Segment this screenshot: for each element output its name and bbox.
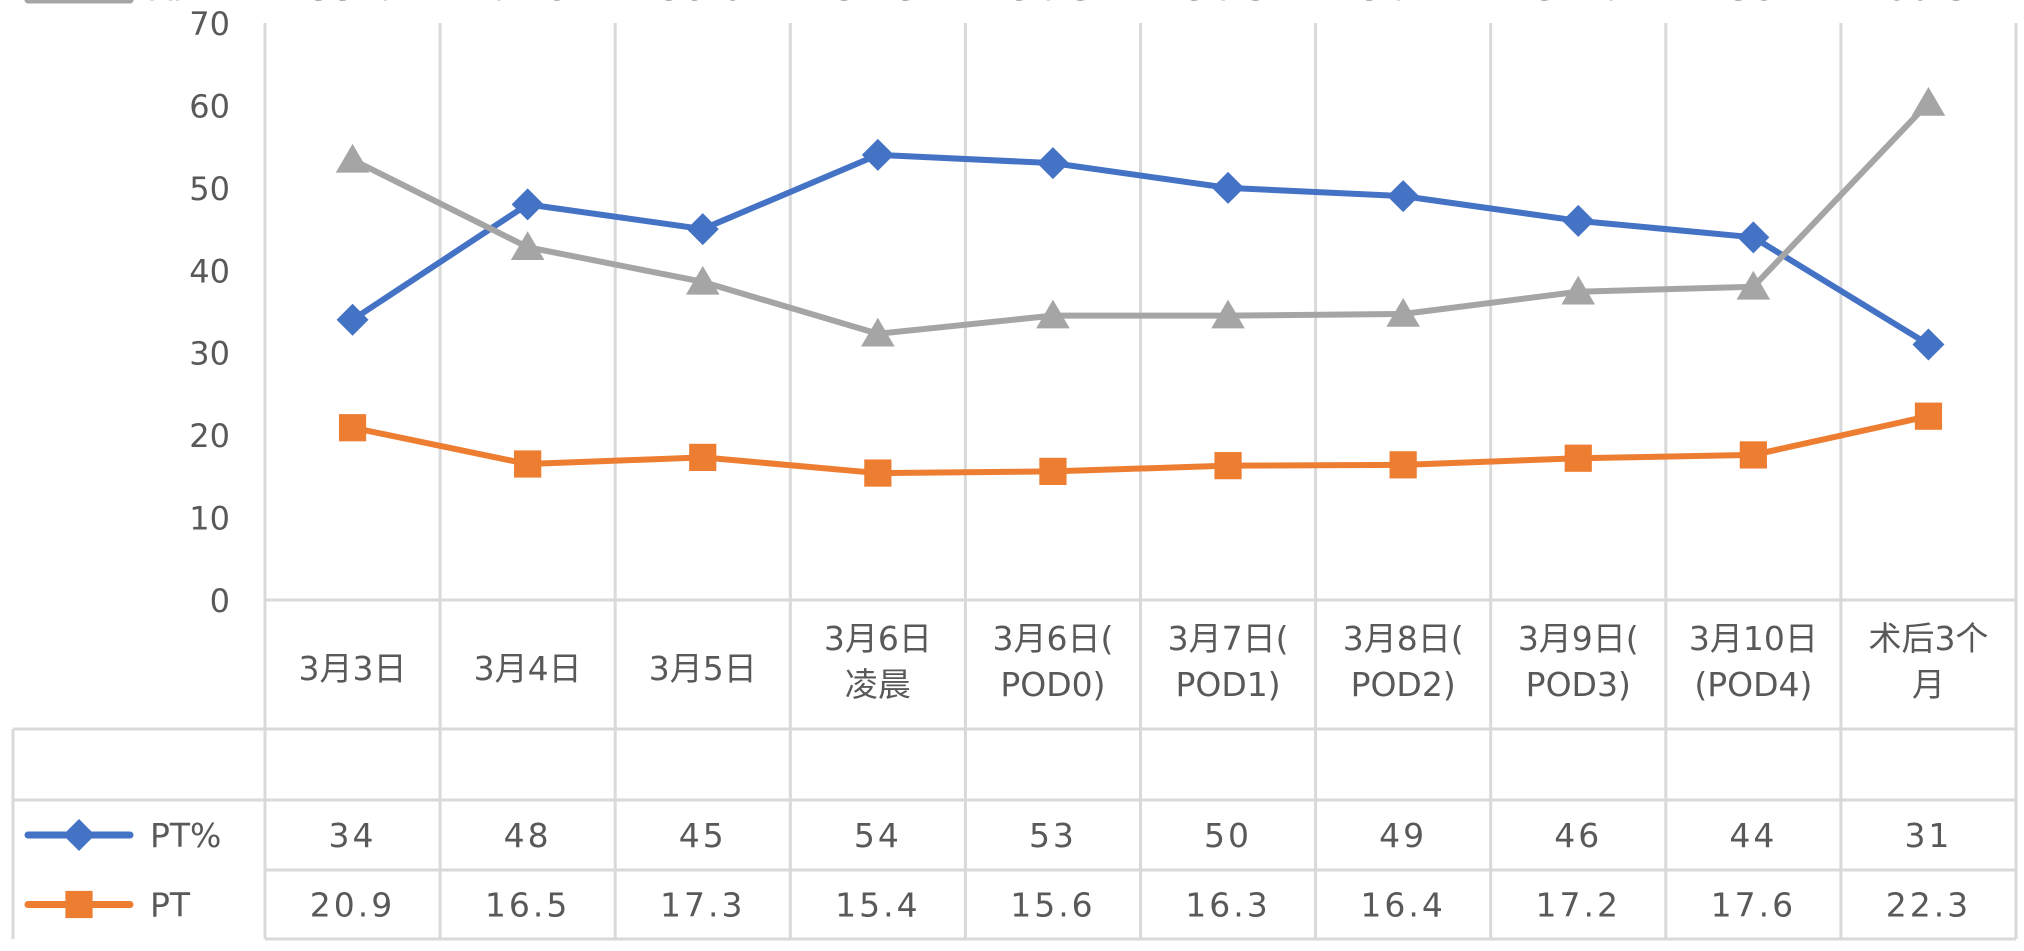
data-point-diamond xyxy=(686,213,719,246)
data-table-value: 53.4 xyxy=(310,0,395,8)
data-point-triangle xyxy=(1211,299,1245,329)
data-table-value: 22.3 xyxy=(1886,886,1971,925)
data-point-square xyxy=(1389,451,1417,479)
data-table-value: 17.2 xyxy=(1536,886,1621,925)
data-point-triangle xyxy=(685,265,720,295)
data-table-value: 32.3 xyxy=(835,0,920,8)
x-category-label: 3月10日 xyxy=(1689,619,1818,658)
data-point-triangle xyxy=(1911,86,1946,116)
x-category-label: POD1) xyxy=(1175,665,1280,704)
legend-series-name: APTT xyxy=(150,0,233,8)
data-table-value: 38.6 xyxy=(660,0,745,8)
x-category-label: 月 xyxy=(1912,665,1945,704)
data-point-diamond xyxy=(511,188,544,221)
data-table-value: 34.5 xyxy=(1010,0,1095,8)
x-category-label: (POD4) xyxy=(1694,665,1812,704)
y-tick-label: 0 xyxy=(210,582,230,620)
data-table-value: 44 xyxy=(1729,816,1777,855)
y-tick-label: 50 xyxy=(189,170,230,208)
y-tick-label: 30 xyxy=(189,335,230,373)
data-point-triangle xyxy=(1036,299,1070,329)
x-category-label: POD0) xyxy=(1000,665,1105,704)
data-point-square xyxy=(1739,441,1767,469)
data-point-square xyxy=(689,443,717,471)
series-line-PT xyxy=(351,413,1930,477)
data-table-value: 37.4 xyxy=(1536,0,1621,8)
data-table-value: 16.3 xyxy=(1185,886,1270,925)
legend-diamond-icon xyxy=(63,819,95,851)
data-table-value: 34 xyxy=(329,816,377,855)
x-category-label: 3月6日 xyxy=(824,619,932,658)
data-table-value: 38 xyxy=(1729,0,1777,8)
x-category-label: POD3) xyxy=(1526,665,1631,704)
data-table-value: 49 xyxy=(1379,816,1427,855)
data-table-value: 31 xyxy=(1904,816,1952,855)
x-category-label: 3月3日 xyxy=(299,649,407,688)
series-line-PT% xyxy=(350,151,1931,348)
data-table-value: 34.7 xyxy=(1360,0,1445,8)
data-table-value: 50 xyxy=(1204,816,1252,855)
data-table-value: 16.4 xyxy=(1360,886,1445,925)
data-point-square xyxy=(338,414,367,442)
data-point-diamond xyxy=(1387,180,1420,213)
y-tick-label: 40 xyxy=(189,252,230,290)
data-table-value: 46 xyxy=(1554,816,1602,855)
data-table-value: 17.3 xyxy=(660,886,745,925)
data-point-diamond xyxy=(336,303,369,336)
x-category-label: 3月8日( xyxy=(1343,619,1464,658)
data-table-value: 54 xyxy=(854,816,902,855)
data-point-diamond xyxy=(1912,328,1945,361)
data-table-value: 15.6 xyxy=(1010,886,1095,925)
data-point-diamond xyxy=(861,138,894,171)
data-table-value: 15.4 xyxy=(835,886,920,925)
x-category-label: POD2) xyxy=(1351,665,1456,704)
y-tick-label: 60 xyxy=(189,87,230,125)
x-category-label: 3月5日 xyxy=(649,649,757,688)
data-point-triangle xyxy=(1386,297,1420,327)
data-point-diamond xyxy=(1737,221,1770,254)
data-table-value: 53 xyxy=(1029,816,1077,855)
x-category-label: 术后3个 xyxy=(1868,619,1988,658)
data-table-value: 60.3 xyxy=(1886,0,1971,8)
legend-series-name: PT xyxy=(150,886,191,925)
y-tick-label: 10 xyxy=(189,500,230,538)
legend-series-name: PT% xyxy=(150,816,221,855)
data-point-triangle xyxy=(1736,270,1771,300)
data-point-square xyxy=(514,450,542,478)
x-category-label: 3月4日 xyxy=(474,649,582,688)
data-point-triangle xyxy=(861,317,895,347)
data-table-value: 20.9 xyxy=(310,886,395,925)
x-category-label: 3月7日( xyxy=(1168,619,1289,658)
x-category-label: 3月6日( xyxy=(993,619,1114,658)
x-category-label: 3月9日( xyxy=(1518,619,1639,658)
legend-square-icon xyxy=(65,890,93,919)
data-point-triangle xyxy=(335,143,370,173)
data-point-diamond xyxy=(1036,147,1069,180)
data-table-value: 34.5 xyxy=(1185,0,1270,8)
data-table-value: 48 xyxy=(504,816,552,855)
data-point-triangle xyxy=(510,231,545,261)
data-table-value: 42.8 xyxy=(485,0,570,8)
data-point-diamond xyxy=(1212,171,1245,204)
data-point-square xyxy=(1564,444,1592,472)
y-tick-label: 70 xyxy=(189,5,230,43)
data-point-square xyxy=(1214,452,1242,480)
data-point-square xyxy=(1914,402,1943,430)
data-table-value: 17.6 xyxy=(1711,886,1796,925)
data-point-triangle xyxy=(1561,275,1596,305)
data-point-square xyxy=(864,459,892,487)
data-table-value: 16.5 xyxy=(485,886,570,925)
data-point-diamond xyxy=(1562,204,1595,237)
y-tick-label: 20 xyxy=(189,417,230,455)
data-table-value: 45 xyxy=(679,816,727,855)
data-point-square xyxy=(1039,457,1067,486)
series-line-APTT xyxy=(351,100,1931,337)
x-category-label: 凌晨 xyxy=(845,665,911,704)
